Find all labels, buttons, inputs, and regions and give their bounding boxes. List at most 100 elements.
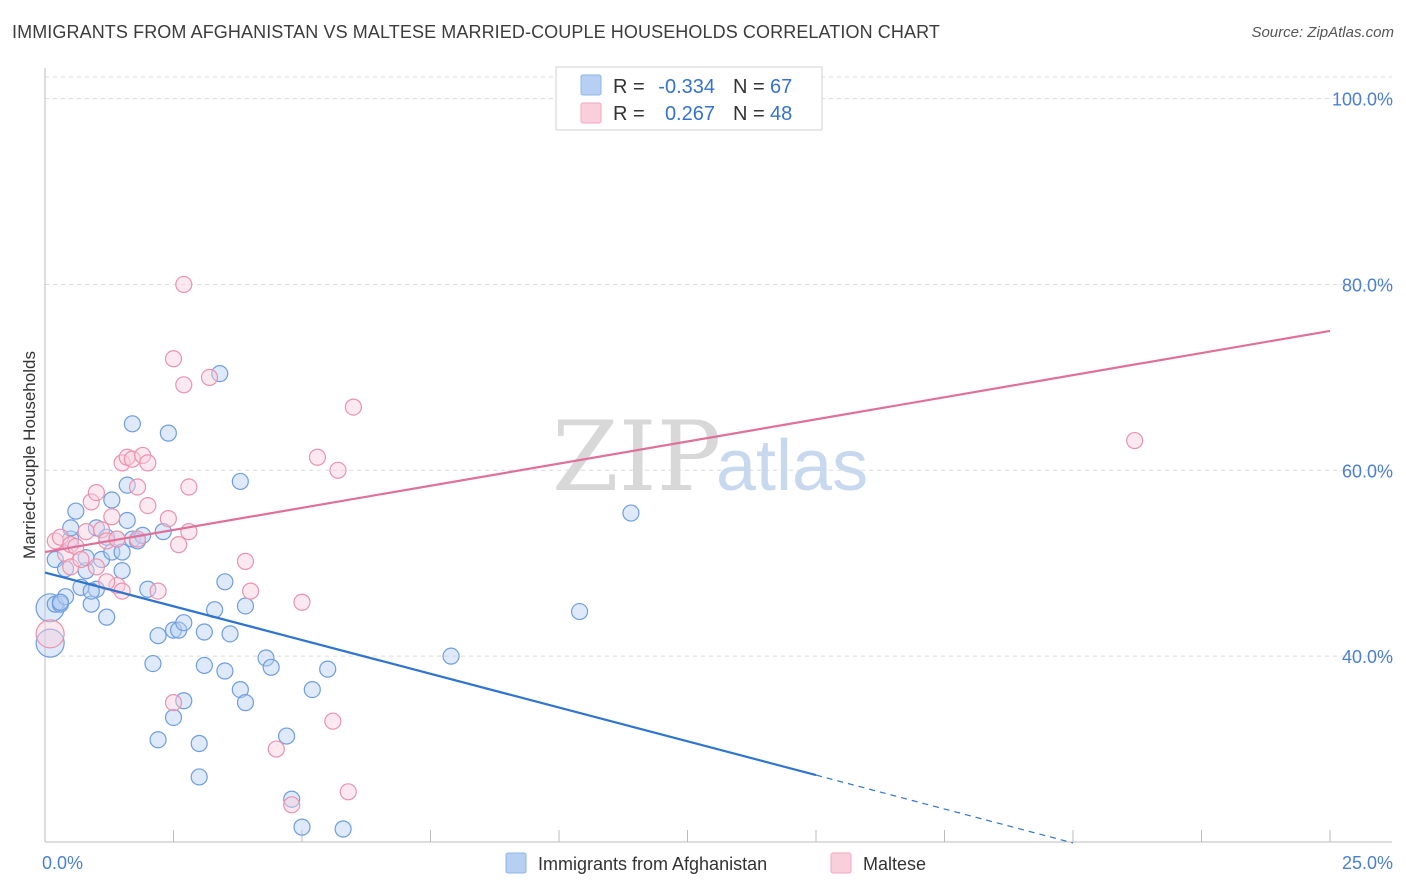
y-tick-label: 100.0% xyxy=(1332,90,1393,110)
maltese-point xyxy=(77,523,95,541)
afghanistan-point xyxy=(67,502,85,520)
afghanistan-point xyxy=(211,365,229,383)
maltese-trend-line xyxy=(44,329,1331,554)
maltese-point xyxy=(200,368,219,386)
maltese-point xyxy=(87,483,106,502)
maltese-point xyxy=(267,740,285,758)
x-tick-label: 25.0% xyxy=(1342,853,1393,873)
maltese-point xyxy=(308,448,327,466)
legend-n-value-2: 48 xyxy=(770,103,792,125)
afghanistan-point xyxy=(195,623,213,641)
afghanistan-point xyxy=(190,734,208,753)
afghanistan-point xyxy=(149,627,167,645)
maltese-swatch xyxy=(580,102,602,124)
afghanistan-point xyxy=(123,415,141,433)
legend-r-value-1: -0.334 xyxy=(658,76,715,98)
maltese-point xyxy=(128,530,147,548)
maltese-point xyxy=(236,552,255,570)
afghanistan-point xyxy=(221,625,239,643)
afghanistan-point xyxy=(236,597,255,615)
afghanistan-point xyxy=(283,790,301,808)
maltese-point xyxy=(242,582,260,600)
afghanistan-point xyxy=(159,424,177,442)
series-legend: Immigrants from Afghanistan Maltese xyxy=(505,852,926,874)
legend-afghanistan-swatch xyxy=(505,852,527,874)
x-tick-label: 0.0% xyxy=(42,853,83,873)
legend-n-label-2: N = xyxy=(733,103,765,125)
afghanistan-point xyxy=(622,504,640,522)
legend-afghanistan-label: Immigrants from Afghanistan xyxy=(538,854,767,874)
legend-n-value-1: 67 xyxy=(770,76,792,98)
afghanistan-point xyxy=(334,820,352,838)
afghanistan-point xyxy=(236,694,255,712)
legend-r-value-2: 0.267 xyxy=(665,103,715,125)
afghanistan-point xyxy=(570,602,589,621)
afghanistan-point xyxy=(149,731,167,749)
afghanistan-point xyxy=(164,708,183,727)
afghanistan-point xyxy=(98,608,116,626)
afghanistan-point xyxy=(293,818,311,836)
watermark: ZIP atlas xyxy=(552,401,868,513)
source-credit: Source: ZipAtlas.com xyxy=(1251,24,1394,41)
maltese-point xyxy=(128,478,147,496)
maltese-point xyxy=(344,398,362,416)
afghanistan-point xyxy=(103,491,121,509)
maltese-point xyxy=(324,712,342,730)
afghanistan-point xyxy=(51,593,70,611)
afghanistan-point xyxy=(216,662,234,680)
maltese-point xyxy=(329,461,347,479)
maltese-point xyxy=(92,521,111,539)
maltese-point xyxy=(175,376,193,394)
series-afghanistan-points xyxy=(35,365,640,838)
maltese-point xyxy=(87,558,106,576)
afghanistan-point xyxy=(277,727,296,745)
maltese-point xyxy=(164,694,183,712)
afghanistan-point xyxy=(231,680,249,699)
afghanistan-point xyxy=(195,656,213,675)
chart-title: IMMIGRANTS FROM AFGHANISTAN VS MALTESE M… xyxy=(12,22,940,42)
afghanistan-point xyxy=(113,543,131,561)
x-tick-labels: 0.0% 25.0% xyxy=(42,853,1393,873)
maltese-point xyxy=(35,619,65,649)
afghanistan-point xyxy=(113,562,131,580)
maltese-point xyxy=(139,497,157,515)
legend-maltese-label: Maltese xyxy=(863,854,926,874)
afghanistan-swatch xyxy=(580,74,602,96)
watermark-atlas: atlas xyxy=(716,426,868,506)
legend-r-label-2: R = xyxy=(613,103,645,125)
afghanistan-point xyxy=(118,511,136,530)
legend-r-label-1: R = xyxy=(613,76,645,98)
afghanistan-point xyxy=(257,649,275,667)
afghanistan-point xyxy=(442,647,460,665)
afghanistan-point xyxy=(175,614,193,632)
maltese-point xyxy=(170,536,188,554)
afghanistan-point xyxy=(216,573,234,591)
trend-lines xyxy=(44,329,1331,844)
axes xyxy=(44,68,1392,843)
maltese-point xyxy=(1126,431,1144,450)
maltese-point xyxy=(164,350,183,368)
afghanistan-point xyxy=(35,593,65,623)
maltese-point xyxy=(180,478,198,496)
maltese-point xyxy=(139,454,157,472)
afghanistan-point xyxy=(35,628,65,658)
stats-legend: R = -0.334 N = 67 R = 0.267 N = 48 xyxy=(555,66,823,131)
maltese-point xyxy=(149,582,167,600)
watermark-zip: ZIP xyxy=(552,401,721,513)
maltese-point xyxy=(82,493,100,511)
afghanistan-trend-extension xyxy=(815,774,1074,844)
series-maltese-points xyxy=(35,275,1144,814)
legend-n-label-1: N = xyxy=(733,76,765,98)
y-tick-labels: 40.0% 60.0% 80.0% 100.0% xyxy=(1332,90,1393,668)
afghanistan-point xyxy=(231,472,249,491)
afghanistan-point xyxy=(303,680,321,699)
afghanistan-trend-line xyxy=(44,571,817,777)
afghanistan-point xyxy=(82,582,100,600)
y-tick-label: 40.0% xyxy=(1342,647,1393,667)
maltese-point xyxy=(175,275,193,294)
afghanistan-point xyxy=(319,660,337,678)
y-tick-label: 60.0% xyxy=(1342,461,1393,481)
y-axis-label: Married-couple Households xyxy=(20,351,39,559)
maltese-point xyxy=(283,796,301,814)
